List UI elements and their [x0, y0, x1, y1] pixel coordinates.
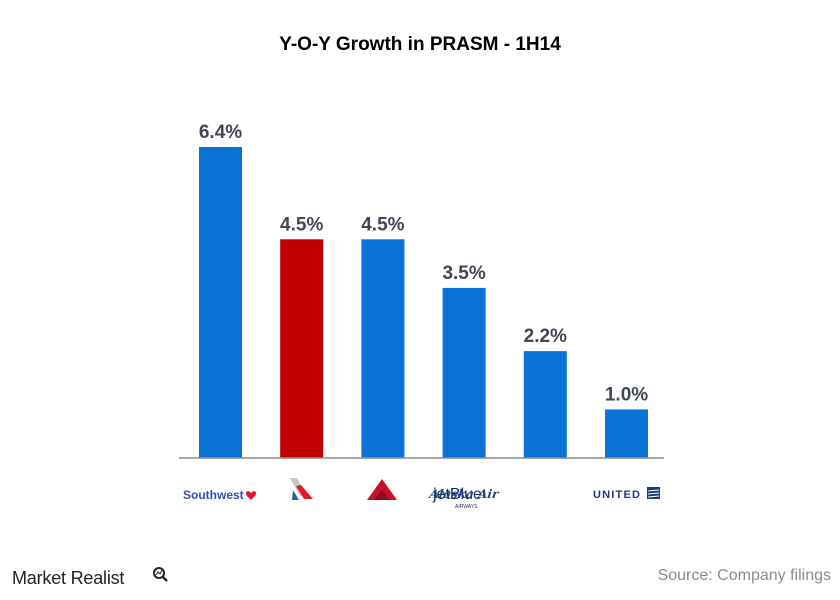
bar-united	[605, 409, 648, 458]
bar-jetblue	[442, 287, 486, 458]
southwest-wordmark: Southwest	[183, 488, 244, 502]
bars-layer: 6.4% 4.5% 4.5% 3.5% 2.2% 1.0%	[199, 122, 648, 458]
value-label-united: 1.0%	[605, 384, 648, 405]
value-label-american-airlines: 4.5%	[280, 214, 323, 235]
delta-icon	[367, 479, 397, 500]
value-label-delta: 4.5%	[361, 214, 404, 235]
chart-title: Y-O-Y Growth in PRASM - 1H14	[279, 34, 561, 55]
source-note: Source: Company filings	[657, 567, 831, 584]
value-label-jetblue: 3.5%	[442, 263, 485, 284]
alaska-logo: Alaska Air	[428, 487, 501, 501]
magnifier-icon	[153, 567, 168, 582]
brand-name: Market Realist	[12, 568, 125, 588]
heart-icon	[245, 491, 257, 500]
american-airlines-logo	[290, 478, 313, 500]
jetblue-subtext: AIRWAYS	[455, 504, 478, 510]
jetblue-logo: jetBlue AIRWAYS	[432, 486, 482, 510]
united-logo: UNITED	[593, 487, 660, 501]
globe-icon	[647, 487, 660, 499]
bar-delta	[361, 239, 405, 458]
delta-logo	[367, 479, 397, 500]
alaska-wordmark: Alaska Air	[428, 487, 501, 501]
jetblue-wordmark: jetBlue	[432, 486, 482, 503]
bar-alaska-air	[523, 351, 567, 458]
united-wordmark: UNITED	[593, 489, 641, 501]
bar-southwest	[199, 147, 242, 458]
value-label-southwest: 6.4%	[199, 122, 242, 143]
value-label-alaska-air: 2.2%	[524, 326, 567, 347]
logo-southwest: Southwest	[183, 488, 257, 502]
bar-american-airlines	[280, 239, 324, 458]
